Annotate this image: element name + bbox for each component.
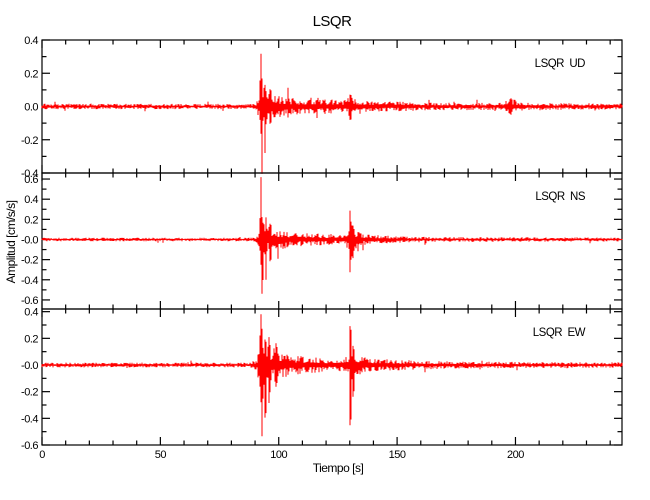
chart-title: LSQR — [313, 13, 353, 30]
y-tick-label: 0.2 — [24, 333, 38, 345]
panel-ns: 0.6 0.4 0.2 -0.0 -0.2 -0.4 -0.6 LSQR NS — [21, 172, 623, 310]
trace-ns — [41, 177, 623, 294]
y-tick-label: -0.2 — [21, 255, 38, 267]
y-axis-title: Amplitud [cm/s/s] — [4, 200, 18, 283]
y-tick-label: 0.2 — [24, 68, 38, 80]
y-tick-labels-ud: 0.4 0.2 0.0 -0.2 -0.4 — [21, 35, 39, 180]
y-tick-label: 0.6 — [24, 174, 38, 186]
panel-label-ew: LSQR EW — [533, 327, 586, 339]
panel-label-ns: LSQR NS — [535, 191, 586, 203]
y-tick-label: 0.4 — [24, 35, 38, 47]
y-tick-label: -0.4 — [21, 168, 38, 180]
y-tick-label: -0.4 — [21, 275, 38, 287]
panel-label-ud: LSQR UD — [535, 58, 586, 70]
y-tick-label: -0.0 — [21, 234, 38, 246]
panel-ew: 0.4 0.2 -0.0 -0.2 -0.4 -0.6 LSQR EW — [21, 307, 623, 452]
x-tick-label: 100 — [270, 449, 287, 461]
x-tick-label: 0 — [39, 449, 45, 461]
y-tick-label: -0.2 — [21, 387, 38, 399]
trace-ud — [41, 53, 623, 174]
y-tick-label: -0.2 — [21, 135, 38, 147]
panel-ud: 0.4 0.2 0.0 -0.2 -0.4 LSQR UD — [21, 35, 623, 180]
x-tick-label: 200 — [507, 449, 524, 461]
y-tick-label: 0.4 — [24, 307, 38, 319]
y-tick-label: -0.4 — [21, 413, 38, 425]
y-tick-label: -0.6 — [21, 440, 38, 452]
y-tick-labels-ew: 0.4 0.2 -0.0 -0.2 -0.4 -0.6 — [21, 307, 39, 452]
x-tick-labels: 0 50 100 150 200 — [39, 449, 525, 461]
x-tick-label: 50 — [155, 449, 167, 461]
y-tick-label: -0.0 — [21, 360, 38, 372]
y-tick-labels-ns: 0.6 0.4 0.2 -0.0 -0.2 -0.4 -0.6 — [21, 174, 39, 307]
trace-ew — [41, 314, 623, 437]
y-tick-label: -0.6 — [21, 295, 38, 307]
y-tick-label: 0.4 — [24, 194, 38, 206]
x-axis-title: Tiempo [s] — [313, 461, 364, 475]
y-tick-label: 0.0 — [24, 102, 38, 114]
panel-ew-frame — [41, 308, 623, 446]
y-tick-label: 0.2 — [24, 214, 38, 226]
x-tick-label: 150 — [389, 449, 406, 461]
